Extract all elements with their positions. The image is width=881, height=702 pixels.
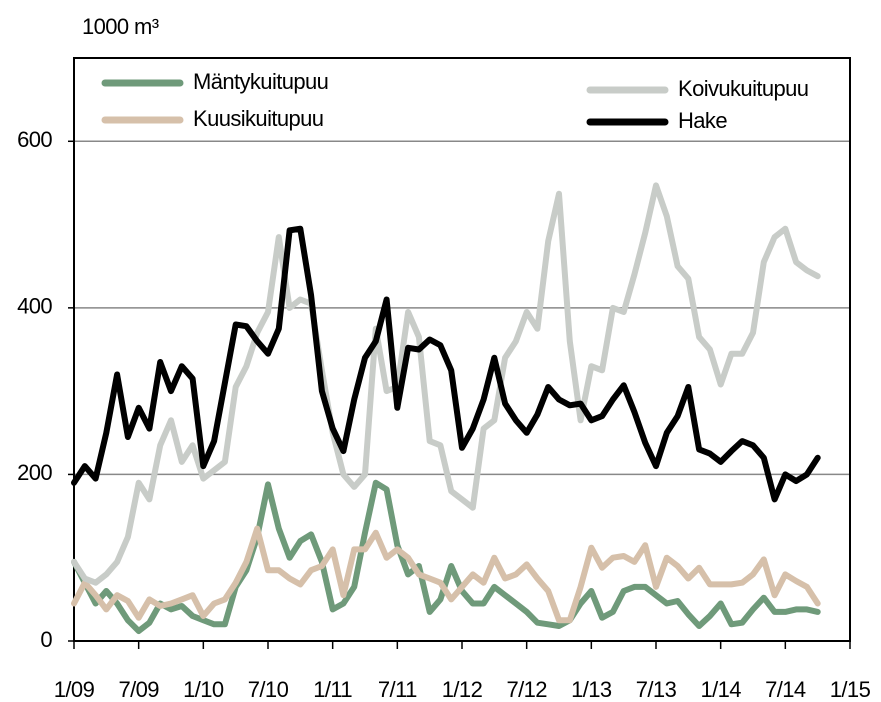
plot-frame: [73, 57, 851, 642]
x-tick-label: 7/14: [765, 677, 806, 702]
x-tick-label: 1/10: [183, 677, 224, 702]
legend-label: Koivukuitupuu: [678, 76, 808, 101]
x-tick-label: 1/11: [313, 677, 352, 702]
line-series: [71, 525, 821, 624]
legend-label: Kuusikuitupuu: [193, 106, 323, 131]
x-tick-label: 7/11: [378, 677, 417, 702]
x-tick-label: 7/12: [506, 677, 547, 702]
x-tick-label: 7/10: [248, 677, 289, 702]
line-series: [71, 182, 821, 586]
x-tick-label: 1/09: [54, 677, 95, 702]
x-tick-label: 1/12: [442, 677, 483, 702]
y-tick-label: 200: [17, 460, 52, 485]
x-tick-label: 7/13: [636, 677, 677, 702]
x-tick-label: 1/14: [700, 677, 741, 702]
legend-label: Mäntykuitupuu: [193, 69, 328, 94]
y-axis-label: 1000 m³: [82, 14, 159, 39]
y-tick-label: 400: [17, 294, 52, 319]
x-tick-label: 1/15: [830, 677, 871, 702]
y-tick-label: 0: [40, 627, 52, 652]
line-series: [71, 479, 821, 634]
y-tick-label: 600: [17, 127, 52, 152]
legend-label: Hake: [678, 108, 727, 133]
x-tick-label: 1/13: [571, 677, 612, 702]
line-series: [71, 225, 821, 503]
x-tick-label: 7/09: [118, 677, 159, 702]
